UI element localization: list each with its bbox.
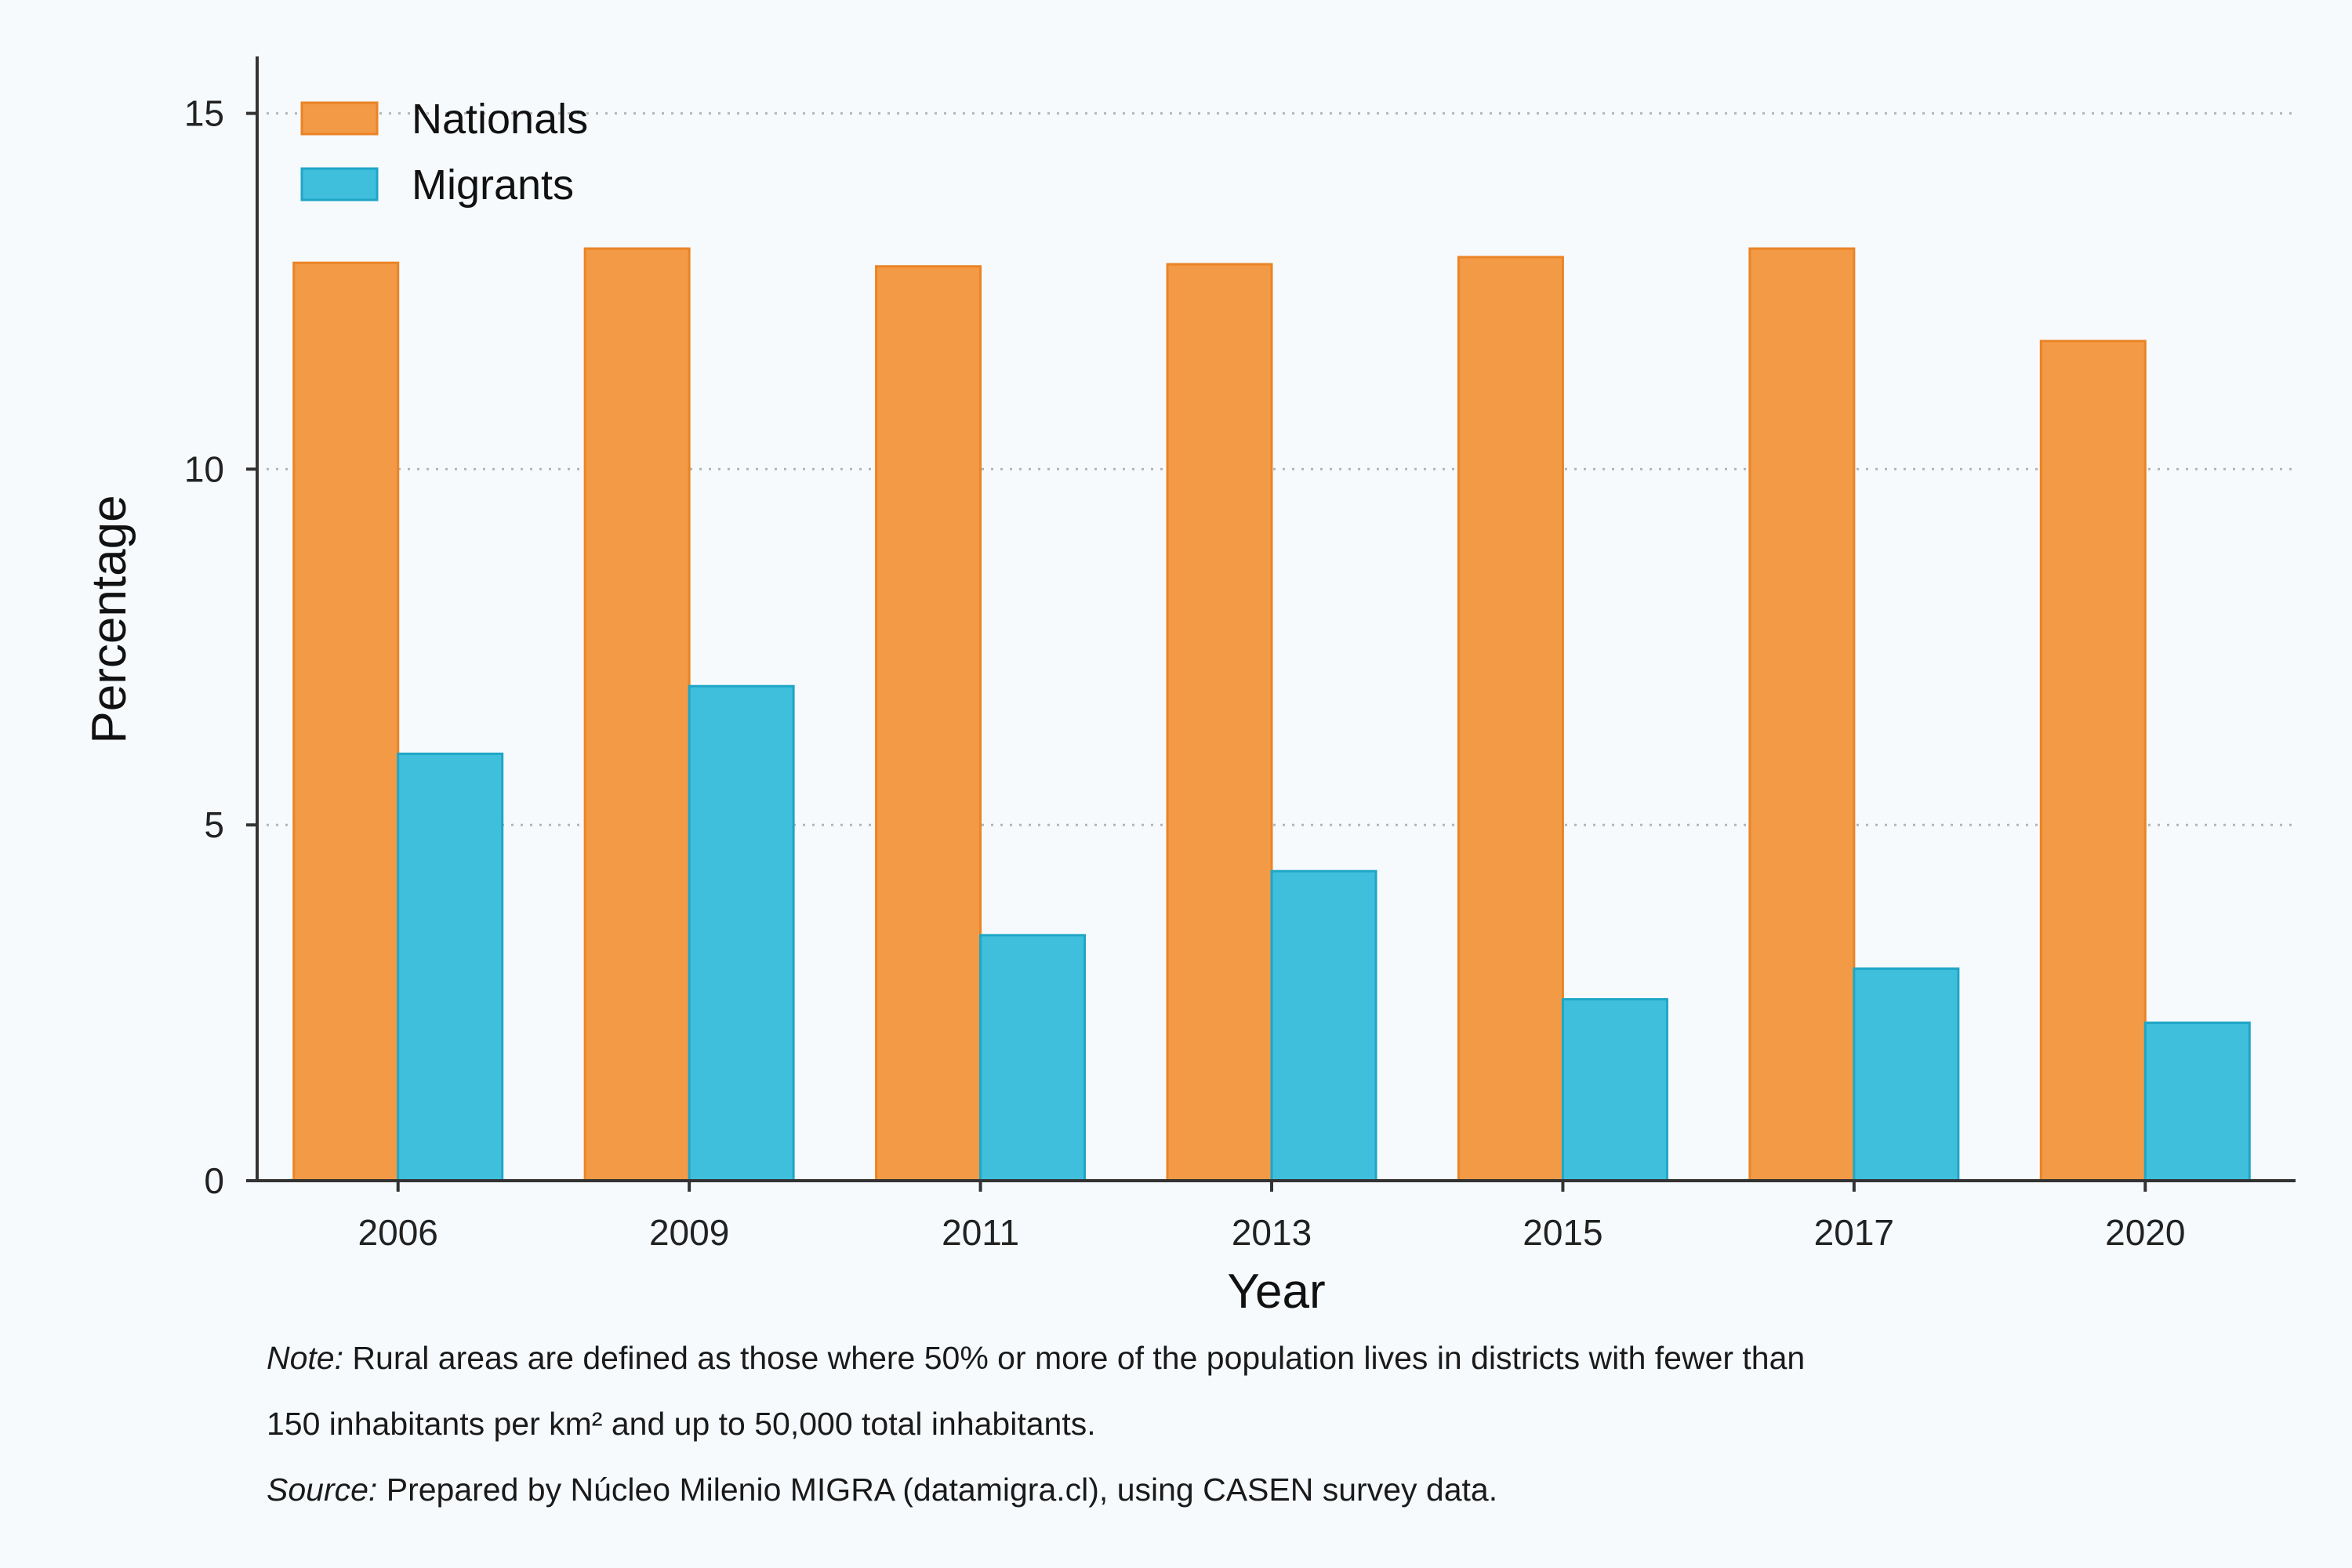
note-label: Note: xyxy=(267,1340,343,1376)
grid-lines xyxy=(267,112,2296,826)
x-axis-label: Year xyxy=(1227,1265,1325,1319)
y-tick-label: 10 xyxy=(184,448,224,489)
source-label: Source: xyxy=(267,1472,378,1508)
bar-migrants-2015 xyxy=(1561,998,1668,1182)
bar-migrants-2020 xyxy=(2143,1022,2251,1182)
x-tick-label: 2015 xyxy=(1523,1212,1602,1253)
x-tick-label: 2006 xyxy=(358,1212,438,1253)
x-tick-label: 2011 xyxy=(942,1212,1019,1253)
x-tick-label: 2009 xyxy=(649,1212,729,1253)
x-tick-label: 2017 xyxy=(1814,1212,1894,1253)
note-text-1: Rural areas are defined as those where 5… xyxy=(352,1340,1806,1376)
bar-nationals-2006 xyxy=(292,261,400,1182)
bar-nationals-2017 xyxy=(1748,247,1856,1182)
bar-migrants-2009 xyxy=(688,684,795,1182)
legend-label-migrants: Migrants xyxy=(412,162,574,209)
y-tick-label: 15 xyxy=(184,93,224,134)
bar-nationals-2009 xyxy=(583,247,691,1182)
bar-nationals-2013 xyxy=(1166,263,1273,1182)
x-tick-label: 2013 xyxy=(1232,1212,1312,1253)
legend-label-nationals: Nationals xyxy=(412,96,588,143)
note-line-1: Note: Rural areas are defined as those w… xyxy=(267,1325,2148,1391)
source-text: Prepared by Núcleo Milenio MIGRA (datami… xyxy=(386,1472,1498,1508)
x-tick-label: 2020 xyxy=(2105,1212,2185,1253)
y-tick-label: 5 xyxy=(204,804,224,845)
legend-swatch-migrants xyxy=(300,167,379,201)
bars xyxy=(292,247,2251,1182)
bar-nationals-2015 xyxy=(1457,256,1564,1182)
bar-nationals-2020 xyxy=(2039,339,2147,1182)
note-line-2: 150 inhabitants per km² and up to 50,000… xyxy=(267,1391,2148,1457)
axes xyxy=(256,56,2296,1182)
source-line: Source: Prepared by Núcleo Milenio MIGRA… xyxy=(267,1457,2148,1523)
bar-migrants-2017 xyxy=(1853,967,1960,1182)
bar-migrants-2006 xyxy=(397,752,504,1182)
y-axis-label: Percentage xyxy=(82,495,136,743)
y-tick-labels: 0 5 10 15 xyxy=(184,93,257,1201)
chart-notes: Note: Rural areas are defined as those w… xyxy=(267,1325,2148,1523)
note-text-2: 150 inhabitants per km² and up to 50,000… xyxy=(267,1406,1096,1442)
bar-nationals-2011 xyxy=(875,265,982,1182)
x-tick-labels: 2006 2009 2011 2013 2015 2017 2020 xyxy=(358,1181,2185,1253)
legend: Nationals Migrants xyxy=(300,96,588,209)
bar-migrants-2013 xyxy=(1270,869,1377,1182)
bar-migrants-2011 xyxy=(979,934,1087,1182)
legend-swatch-nationals xyxy=(300,101,379,136)
y-tick-label: 0 xyxy=(204,1160,224,1201)
